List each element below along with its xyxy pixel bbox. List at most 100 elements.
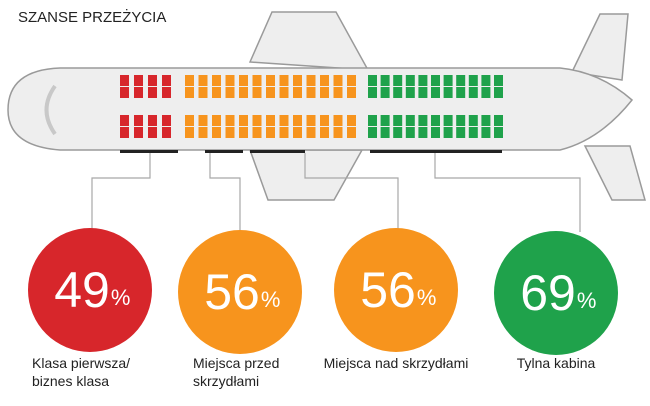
connector: [91, 153, 151, 230]
seat: [481, 75, 491, 86]
seat: [418, 87, 428, 98]
seat: [431, 87, 440, 98]
percent-circle: [28, 228, 152, 352]
seat: [418, 75, 428, 86]
seat: [134, 87, 143, 98]
seat: [293, 115, 302, 126]
seat: [431, 127, 440, 138]
seat: [134, 75, 143, 86]
seat: [405, 115, 415, 126]
seat: [306, 87, 316, 98]
seat: [418, 127, 428, 138]
group-label: Miejsca nad skrzydłami: [324, 355, 469, 371]
seat: [212, 115, 221, 126]
section-bar: [120, 150, 178, 153]
seat: [368, 127, 377, 138]
seat: [252, 75, 262, 86]
seat: [468, 127, 478, 138]
seat: [368, 115, 377, 126]
seat: [134, 127, 143, 138]
seat: [320, 127, 329, 138]
seat: [148, 75, 157, 86]
seat: [239, 87, 248, 98]
seat: [494, 87, 503, 98]
seat: [306, 75, 316, 86]
seat: [456, 115, 466, 126]
seat: [239, 127, 248, 138]
connector: [304, 153, 399, 230]
seat: [333, 115, 343, 126]
tail-bottom: [583, 145, 646, 201]
wing-top: [248, 11, 370, 71]
tail-top: [570, 13, 629, 81]
seat: [148, 87, 157, 98]
seat: [393, 87, 403, 98]
percent-value: 56: [204, 264, 260, 320]
seat: [162, 115, 171, 126]
seat: [134, 115, 143, 126]
group-label: Klasa pierwsza/: [32, 355, 130, 371]
seat: [333, 87, 343, 98]
seat: [347, 127, 356, 138]
group-label: biznes klasa: [32, 373, 109, 389]
seat: [225, 115, 235, 126]
seat: [162, 87, 171, 98]
seat: [380, 75, 390, 86]
seat: [456, 127, 466, 138]
seat: [225, 75, 235, 86]
percent-unit: %: [417, 285, 437, 310]
seat: [239, 75, 248, 86]
seat: [456, 87, 466, 98]
seat: [212, 75, 221, 86]
seat: [120, 115, 129, 126]
seat: [266, 87, 275, 98]
seat: [393, 127, 403, 138]
seat: [279, 127, 289, 138]
seat: [198, 127, 208, 138]
seat: [279, 115, 289, 126]
seat: [306, 115, 316, 126]
seat: [320, 87, 329, 98]
seat: [185, 127, 194, 138]
section-bar: [370, 150, 502, 153]
title: SZANSE PRZEŻYCIA: [18, 8, 166, 26]
seat: [468, 75, 478, 86]
seat: [148, 127, 157, 138]
percent-circle: [494, 231, 618, 355]
seat: [185, 87, 194, 98]
seat: [266, 75, 275, 86]
seat: [198, 87, 208, 98]
seat: [380, 115, 390, 126]
group-label: skrzydłami: [193, 373, 259, 389]
seat: [225, 127, 235, 138]
cockpit-window: [44, 84, 57, 136]
seat: [468, 115, 478, 126]
seat: [212, 127, 221, 138]
percent-circle: [178, 230, 302, 354]
seat: [347, 115, 356, 126]
seat: [405, 75, 415, 86]
seat: [148, 115, 157, 126]
seat: [185, 75, 194, 86]
seat: [347, 87, 356, 98]
seat: [293, 127, 302, 138]
connector: [209, 153, 241, 232]
seat: [320, 115, 329, 126]
seat: [418, 115, 428, 126]
seat: [481, 127, 491, 138]
seat: [443, 115, 453, 126]
seat: [320, 75, 329, 86]
seat: [225, 87, 235, 98]
seat: [239, 115, 248, 126]
group-label: Miejsca przed: [193, 355, 279, 371]
wing-bottom: [248, 149, 364, 201]
seat: [212, 87, 221, 98]
seat: [456, 75, 466, 86]
seat: [431, 115, 440, 126]
seat: [481, 87, 491, 98]
seat: [266, 115, 275, 126]
seat: [252, 87, 262, 98]
seat: [333, 127, 343, 138]
seat: [293, 75, 302, 86]
seat: [306, 127, 316, 138]
